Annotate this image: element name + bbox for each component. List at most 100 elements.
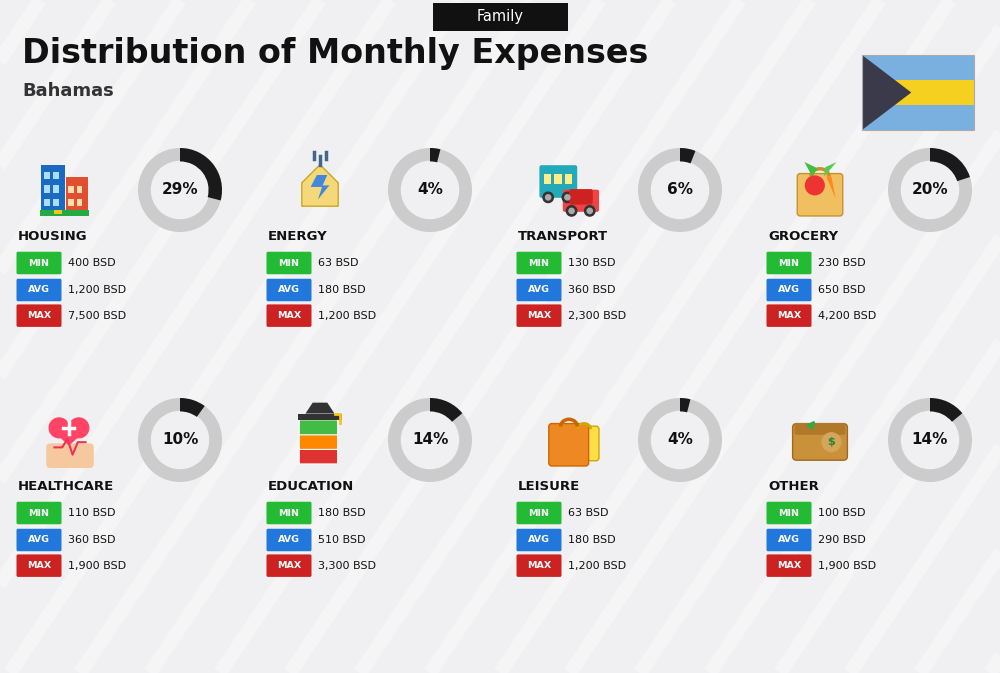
Text: MAX: MAX (27, 311, 51, 320)
Wedge shape (930, 148, 970, 181)
FancyBboxPatch shape (793, 423, 847, 460)
Text: OTHER: OTHER (768, 479, 819, 493)
FancyBboxPatch shape (563, 190, 599, 212)
FancyBboxPatch shape (66, 176, 88, 214)
Text: Bahamas: Bahamas (22, 82, 114, 100)
FancyBboxPatch shape (767, 502, 812, 524)
Text: TRANSPORT: TRANSPORT (518, 229, 608, 242)
Circle shape (69, 418, 89, 437)
Circle shape (585, 206, 595, 216)
Text: MIN: MIN (28, 258, 49, 267)
FancyBboxPatch shape (54, 210, 62, 214)
Text: AVG: AVG (778, 536, 800, 544)
Text: AVG: AVG (278, 285, 300, 295)
Text: 7,500 BSD: 7,500 BSD (68, 311, 126, 320)
Text: 1,900 BSD: 1,900 BSD (68, 561, 126, 571)
Wedge shape (430, 148, 440, 162)
Wedge shape (680, 148, 695, 164)
Wedge shape (388, 148, 472, 232)
Polygon shape (49, 428, 89, 446)
Text: MAX: MAX (527, 561, 551, 570)
FancyBboxPatch shape (266, 252, 311, 275)
FancyBboxPatch shape (53, 199, 59, 206)
Circle shape (151, 411, 209, 468)
Text: AVG: AVG (778, 285, 800, 295)
Polygon shape (826, 176, 836, 199)
Text: MAX: MAX (777, 561, 801, 570)
FancyBboxPatch shape (767, 279, 812, 302)
FancyBboxPatch shape (77, 199, 82, 206)
FancyBboxPatch shape (862, 55, 974, 80)
Text: 4,200 BSD: 4,200 BSD (818, 311, 876, 320)
FancyBboxPatch shape (516, 555, 562, 577)
Wedge shape (430, 398, 462, 422)
Wedge shape (138, 398, 222, 482)
Text: 360 BSD: 360 BSD (68, 535, 115, 545)
Circle shape (822, 433, 841, 452)
Text: 360 BSD: 360 BSD (568, 285, 616, 295)
FancyBboxPatch shape (299, 449, 338, 464)
Text: 110 BSD: 110 BSD (68, 508, 115, 518)
Polygon shape (311, 175, 329, 199)
FancyBboxPatch shape (16, 252, 61, 275)
Text: HOUSING: HOUSING (18, 229, 88, 242)
FancyBboxPatch shape (40, 211, 89, 215)
Text: 4%: 4% (667, 433, 693, 448)
Text: Distribution of Monthly Expenses: Distribution of Monthly Expenses (22, 36, 648, 69)
Text: 4%: 4% (417, 182, 443, 197)
Text: AVG: AVG (28, 536, 50, 544)
Text: 510 BSD: 510 BSD (318, 535, 366, 545)
FancyBboxPatch shape (767, 529, 812, 551)
Text: 1,200 BSD: 1,200 BSD (68, 285, 126, 295)
Wedge shape (680, 398, 690, 413)
Text: MIN: MIN (778, 509, 800, 518)
FancyBboxPatch shape (516, 502, 562, 524)
FancyBboxPatch shape (41, 165, 65, 214)
Wedge shape (930, 398, 962, 422)
Text: AVG: AVG (278, 536, 300, 544)
Polygon shape (804, 162, 817, 176)
Text: 63 BSD: 63 BSD (318, 258, 358, 268)
Text: MIN: MIN (528, 258, 550, 267)
Text: LEISURE: LEISURE (518, 479, 580, 493)
FancyBboxPatch shape (44, 185, 50, 192)
Wedge shape (180, 148, 222, 201)
Text: MAX: MAX (27, 561, 51, 570)
FancyBboxPatch shape (266, 279, 311, 302)
Polygon shape (302, 165, 338, 206)
Circle shape (901, 162, 959, 219)
Text: MIN: MIN (778, 258, 800, 267)
Polygon shape (862, 55, 911, 130)
Circle shape (569, 208, 574, 213)
Circle shape (587, 208, 592, 213)
FancyBboxPatch shape (862, 105, 974, 130)
Text: MIN: MIN (28, 509, 49, 518)
FancyBboxPatch shape (795, 423, 845, 435)
Text: 10%: 10% (162, 433, 198, 448)
Text: 180 BSD: 180 BSD (568, 535, 616, 545)
Text: 29%: 29% (162, 182, 198, 197)
Circle shape (651, 162, 709, 219)
FancyBboxPatch shape (565, 174, 572, 184)
Wedge shape (638, 398, 722, 482)
Text: MAX: MAX (777, 311, 801, 320)
Text: 20%: 20% (912, 182, 948, 197)
Text: 230 BSD: 230 BSD (818, 258, 866, 268)
Text: $: $ (828, 437, 835, 447)
FancyBboxPatch shape (570, 426, 599, 461)
FancyBboxPatch shape (516, 279, 562, 302)
Text: 650 BSD: 650 BSD (818, 285, 866, 295)
FancyBboxPatch shape (432, 3, 568, 31)
Circle shape (401, 411, 459, 468)
Circle shape (151, 162, 209, 219)
FancyBboxPatch shape (516, 304, 562, 327)
Text: MAX: MAX (277, 311, 301, 320)
Text: 14%: 14% (912, 433, 948, 448)
Text: MAX: MAX (527, 311, 551, 320)
Text: GROCERY: GROCERY (768, 229, 838, 242)
Text: ENERGY: ENERGY (268, 229, 328, 242)
FancyBboxPatch shape (266, 304, 311, 327)
Wedge shape (138, 148, 222, 232)
Wedge shape (180, 398, 205, 417)
Circle shape (805, 176, 824, 194)
